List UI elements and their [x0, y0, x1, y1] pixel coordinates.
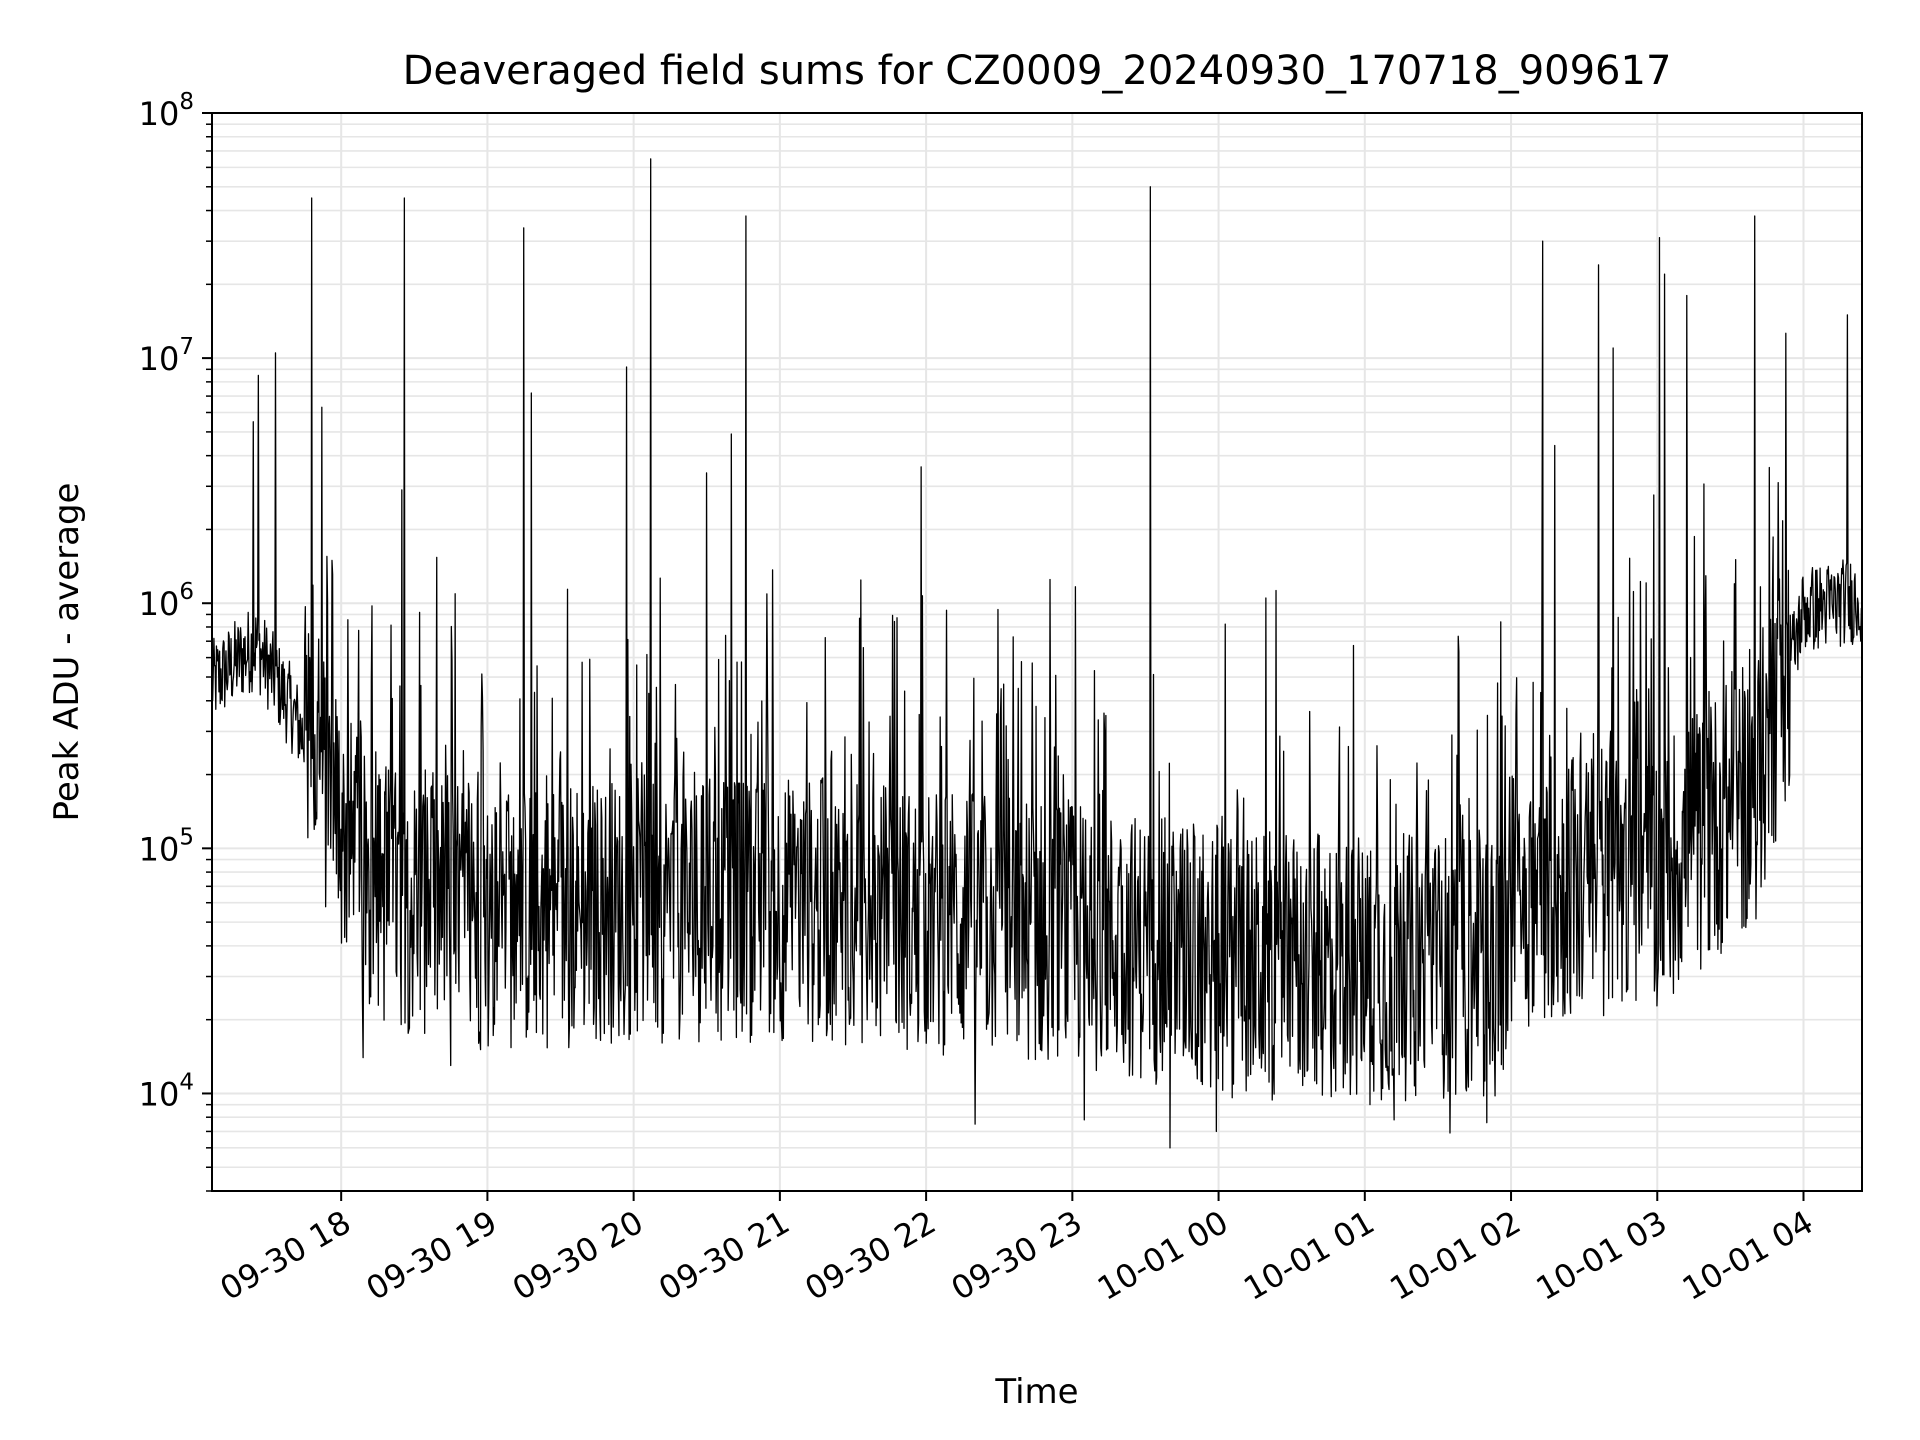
y-tick-label: 108: [139, 89, 194, 133]
series-line: [211, 158, 1863, 1149]
y-axis-label: Peak ADU - average: [47, 483, 87, 822]
plot-area-frame: [211, 112, 1863, 1192]
y-tick-label: 105: [139, 824, 194, 868]
y-tick-label: 106: [139, 579, 194, 623]
y-tick-label: 107: [139, 334, 194, 378]
y-tick-label: 104: [139, 1069, 194, 1113]
x-axis-label: Time: [994, 1372, 1078, 1412]
data-series: [211, 158, 1863, 1149]
y-axis-ticks: 104 105 106 107 108: [139, 89, 212, 1192]
chart-title: Deaveraged field sums for CZ0009_2024093…: [403, 48, 1672, 94]
